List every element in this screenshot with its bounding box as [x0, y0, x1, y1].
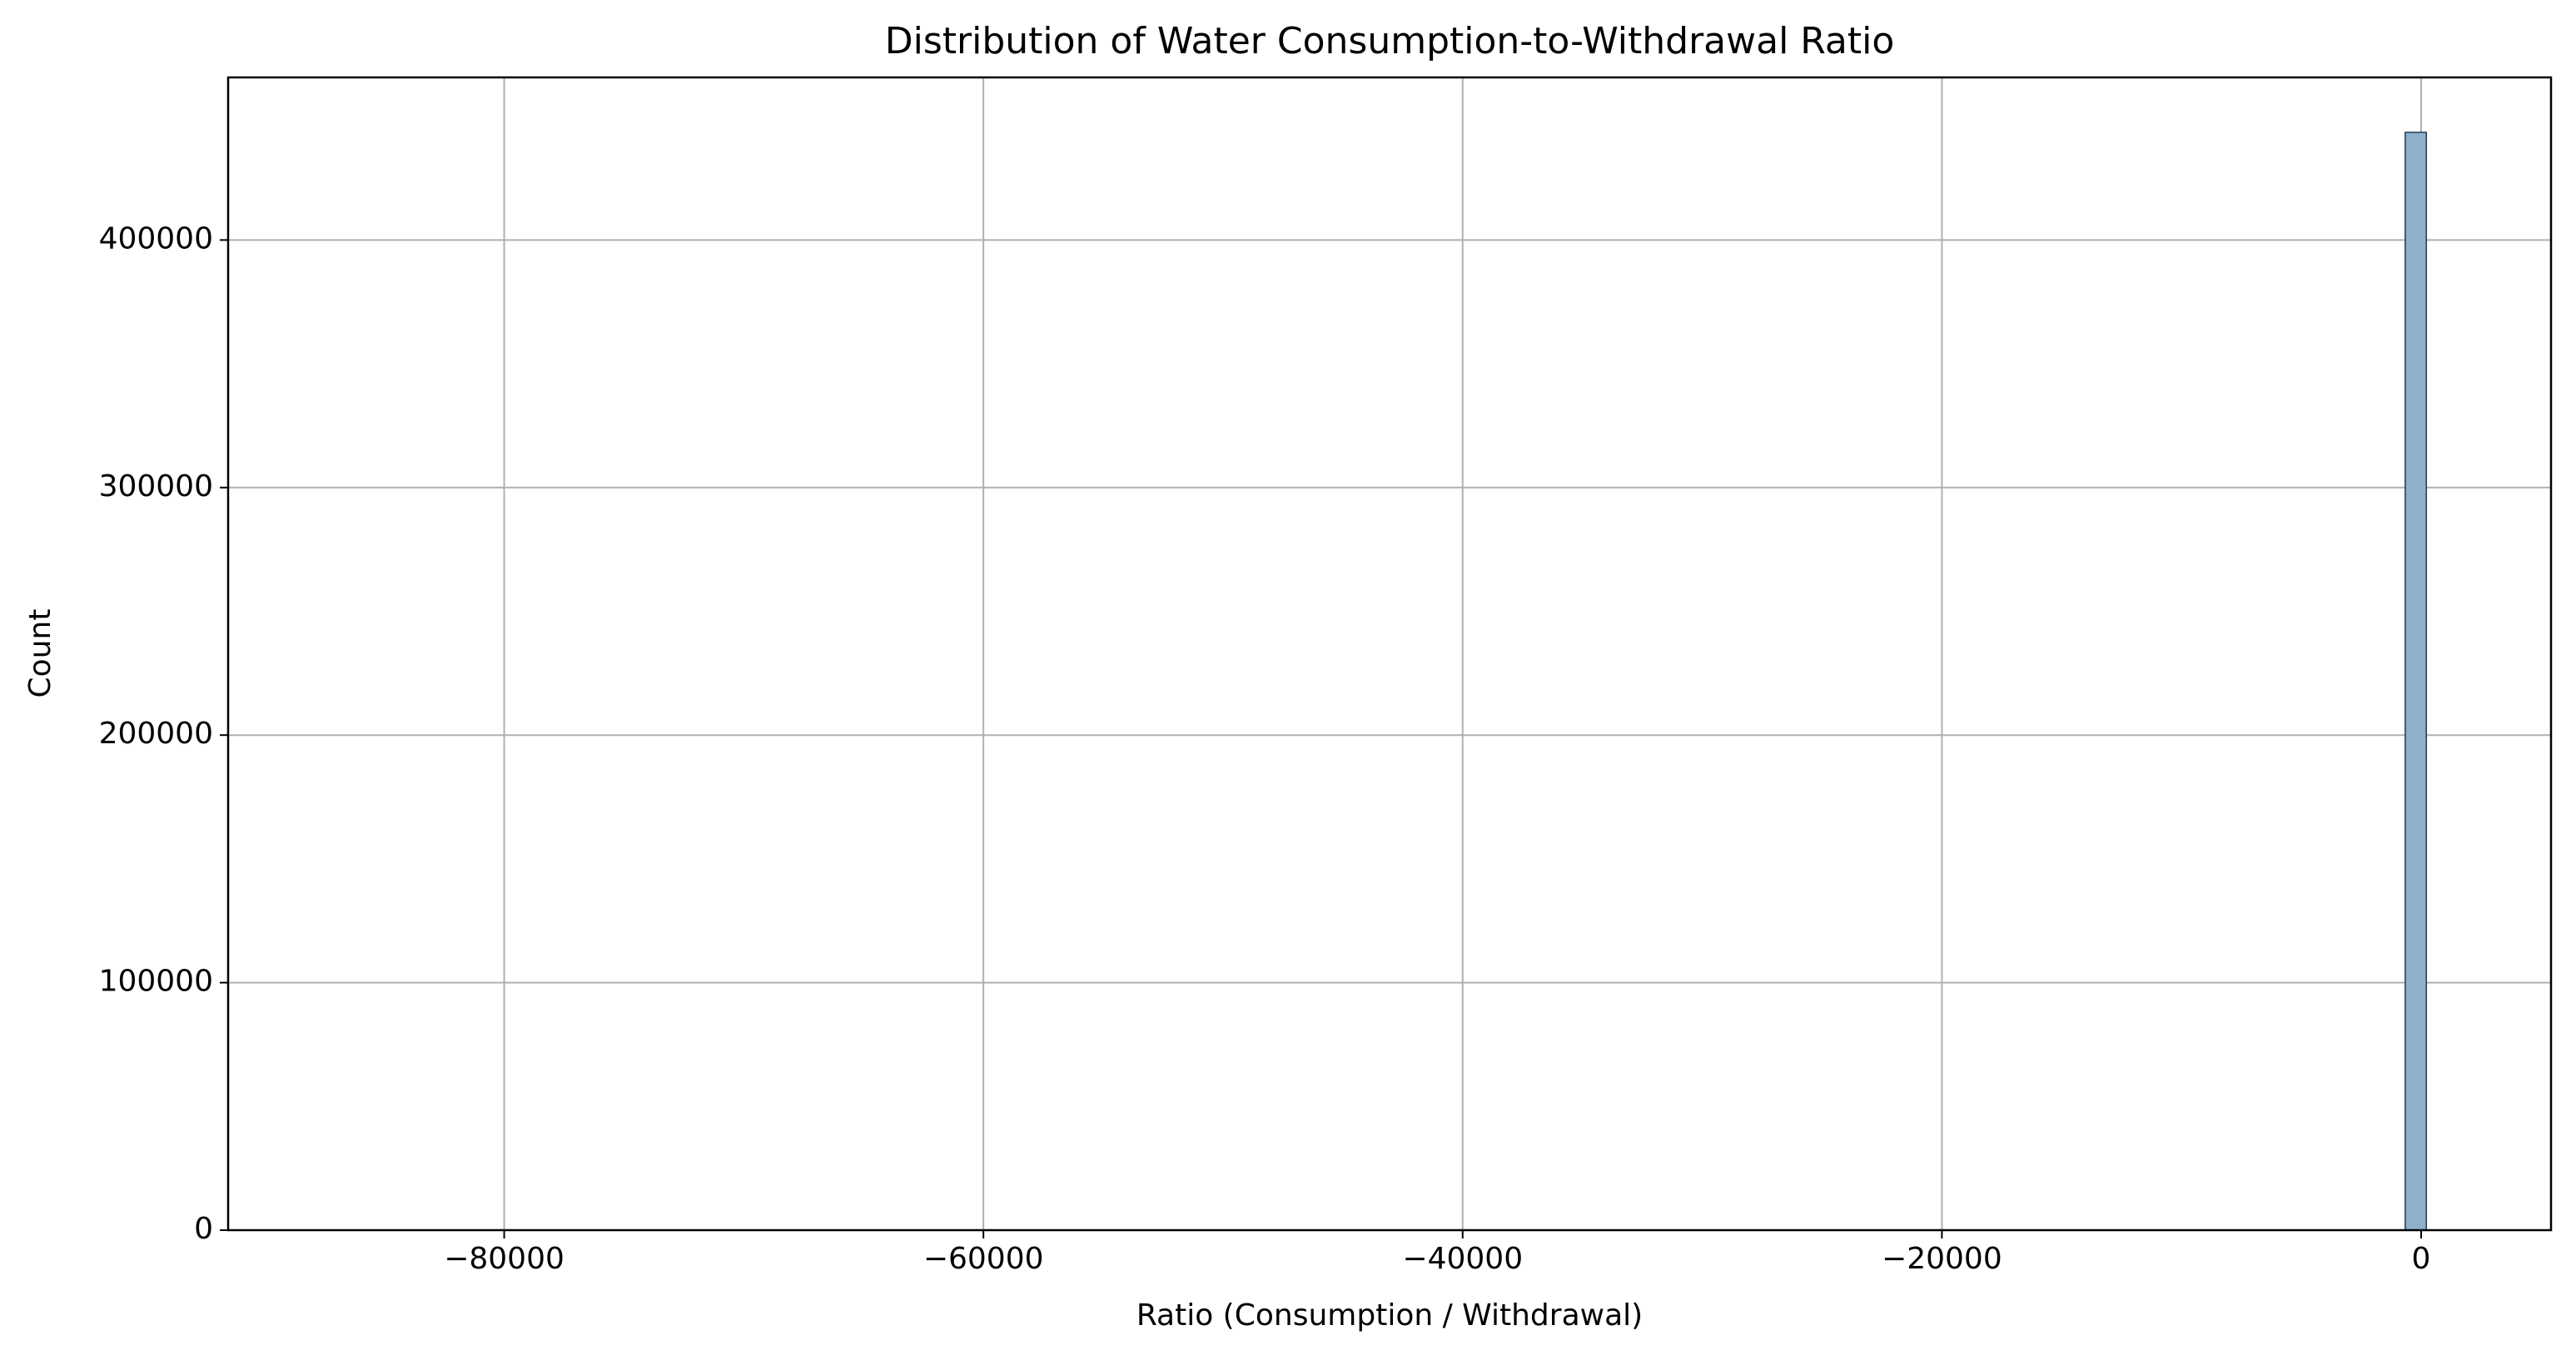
x-tick-label: −20000: [1882, 1242, 2002, 1276]
y-tick-label: 400000: [99, 221, 213, 256]
x-tick-label: 0: [2412, 1242, 2431, 1276]
x-tick-label: −80000: [444, 1242, 564, 1276]
y-tick-label: 100000: [99, 965, 213, 999]
y-axis-label: Count: [23, 609, 57, 698]
y-tick-label: 300000: [99, 469, 213, 504]
chart-title: Distribution of Water Consumption-to-Wit…: [885, 20, 1895, 62]
x-tick-label: −40000: [1402, 1242, 1523, 1276]
y-tick-label: 0: [194, 1212, 213, 1246]
x-axis-label: Ratio (Consumption / Withdrawal): [1136, 1298, 1643, 1333]
histogram-bar: [2404, 132, 2428, 1231]
x-tick-label: −60000: [923, 1242, 1044, 1276]
y-tick-label: 200000: [99, 717, 213, 751]
plot-frame: [226, 76, 2553, 1232]
